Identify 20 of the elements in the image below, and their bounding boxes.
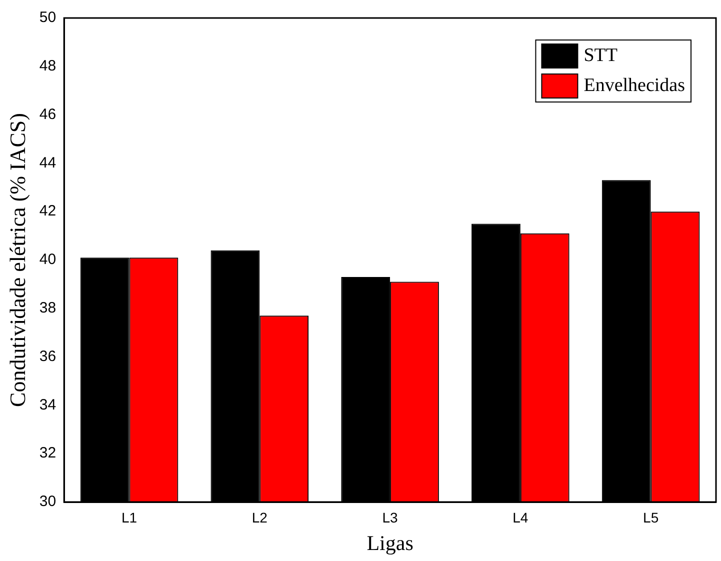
x-tick-label: L4 (512, 509, 528, 526)
y-tick-label: 50 (39, 9, 56, 26)
y-tick-label: 46 (39, 106, 56, 123)
y-tick-label: 40 (39, 251, 56, 268)
y-tick-label: 36 (39, 348, 56, 365)
x-tick-label: L3 (382, 509, 398, 526)
y-tick-label: 38 (39, 300, 56, 317)
y-tick-label: 32 (39, 444, 56, 462)
x-axis-title: Ligas (366, 530, 414, 555)
y-tick-label: 42 (39, 202, 56, 220)
legend-label: Envelhecidas (584, 74, 686, 96)
y-tick-label: 34 (39, 396, 56, 414)
legend-label: STT (584, 44, 618, 66)
y-axis-title: Condutividade elétrica (% IACS) (4, 113, 30, 407)
y-tick-label: 30 (39, 493, 56, 510)
y-tick-label: 44 (39, 154, 56, 172)
x-tick-label: L5 (643, 509, 659, 526)
y-tick-label: 48 (39, 58, 56, 75)
x-tick-label: L2 (252, 509, 268, 526)
x-tick-label: L1 (121, 509, 138, 526)
